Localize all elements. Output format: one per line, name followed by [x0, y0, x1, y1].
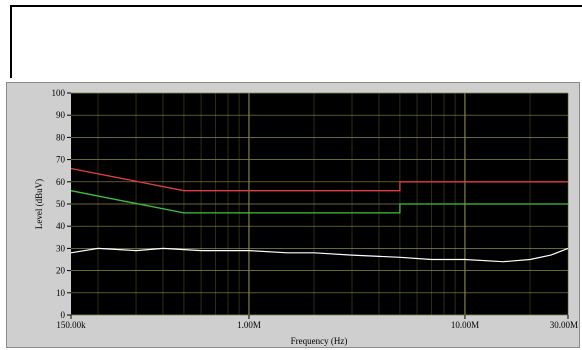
tick-labels: 0 10 20 30 40 50 60 70 80 90 100 150.00k 1.00M 10.00M… — [52, 88, 579, 330]
x-tick-label: 1.00M — [237, 320, 261, 330]
y-tick-label: 90 — [56, 110, 66, 120]
y-tick-label: 80 — [56, 132, 66, 142]
series-line-1 — [70, 167, 568, 192]
y-tick-label: 20 — [56, 266, 66, 276]
y-tick-label: 70 — [56, 155, 66, 165]
x-tick-label: 150.00k — [56, 320, 86, 330]
series-line-3 — [70, 247, 569, 263]
y-tick-label: 40 — [56, 221, 66, 231]
y-axis-label: Level (dBuV) — [34, 179, 44, 229]
y-tick-label: 60 — [56, 177, 66, 187]
x-tick-label: 10.00M — [451, 320, 479, 330]
y-tick-label: 100 — [52, 88, 66, 98]
header-panel — [10, 5, 582, 78]
y-tick-label: 30 — [56, 243, 66, 253]
x-axis-label: Frequency (Hz) — [291, 336, 348, 346]
series-line-2 — [70, 190, 568, 214]
y-tick-label: 10 — [56, 288, 66, 298]
series-group — [70, 167, 569, 263]
y-tick-label: 0 — [61, 310, 66, 320]
x-tick-label: 30.00M — [550, 320, 578, 330]
y-tick-label: 50 — [56, 199, 66, 209]
spectrum-chart: 0 10 20 30 40 50 60 70 80 90 100 150.00k 1.00M 10.00M… — [34, 88, 579, 346]
chart-panel: 0 10 20 30 40 50 60 70 80 90 100 150.00k 1.00M 10.00M… — [6, 82, 580, 348]
